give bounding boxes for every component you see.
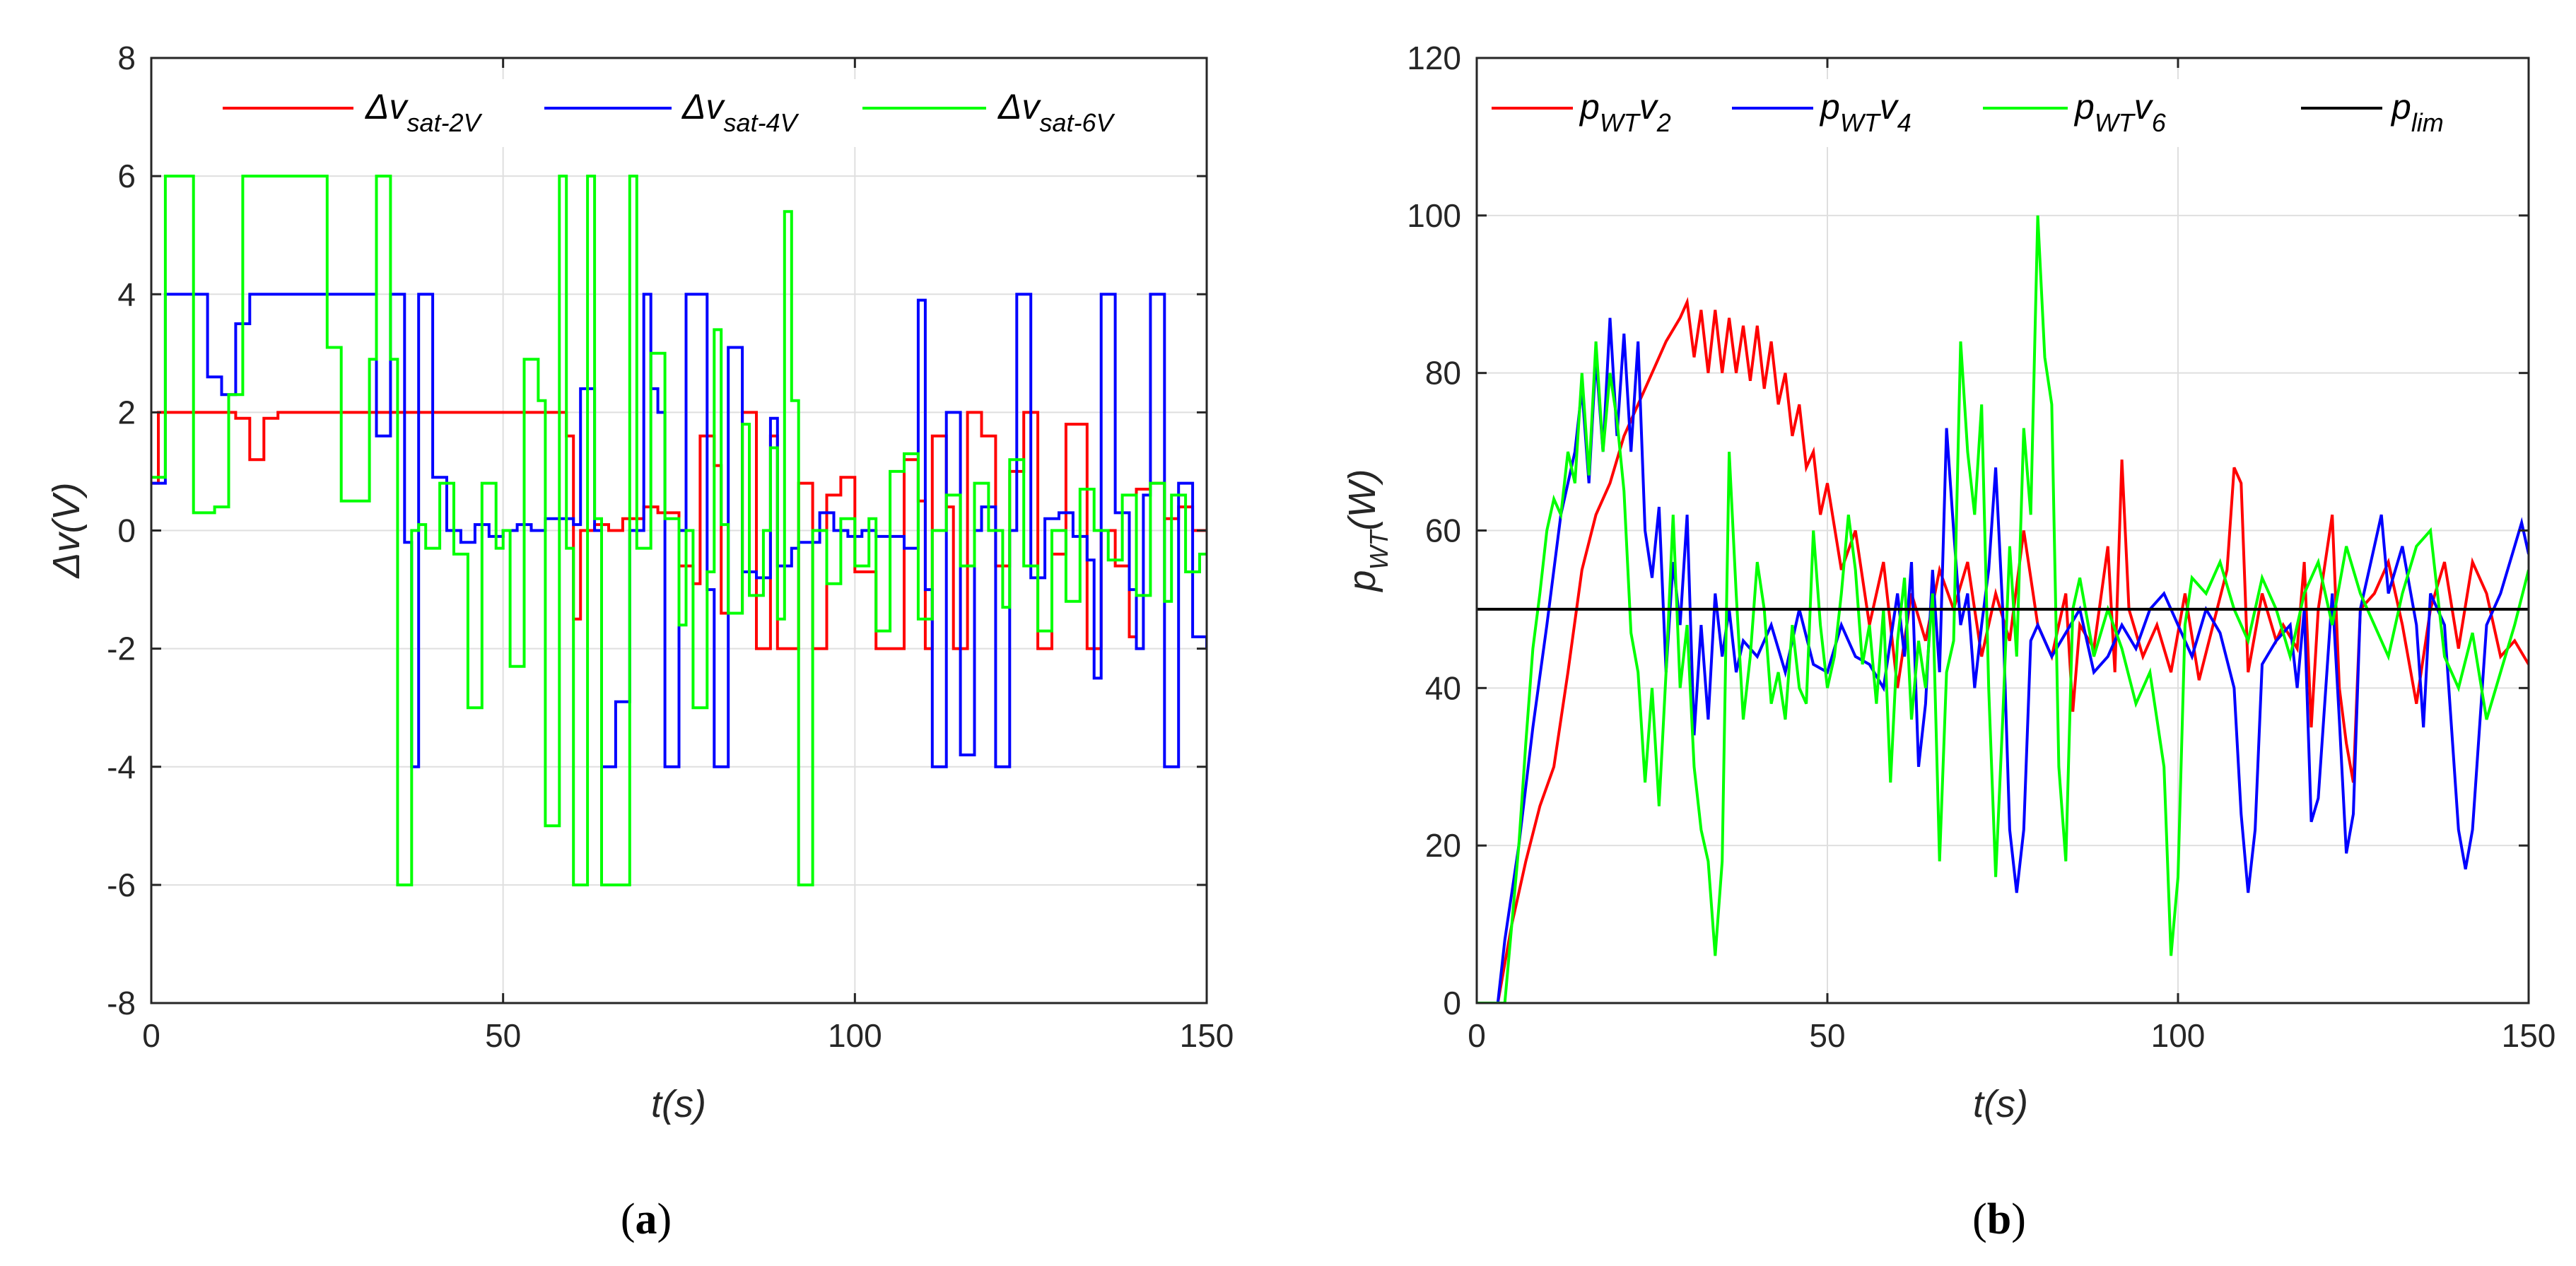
x-tick-label-a-2: 100 bbox=[828, 1017, 882, 1054]
y-tick-label-a-5: 2 bbox=[117, 394, 136, 430]
x-tick-label-b-3: 150 bbox=[2502, 1017, 2556, 1054]
series-line-b-1 bbox=[1477, 317, 2529, 1003]
legend-label-sat-2v: Δvsat-2V bbox=[365, 87, 483, 137]
x-axis-label-b: t(s) bbox=[1973, 1083, 2028, 1125]
legend-label-sat-6v: Δvsat-6V bbox=[997, 87, 1116, 137]
x-tick-label-b-2: 100 bbox=[2151, 1017, 2206, 1054]
y-tick-label-a-4: 0 bbox=[117, 512, 136, 549]
x-tick-label-a-1: 50 bbox=[485, 1017, 521, 1054]
y-tick-label-a-6: 4 bbox=[117, 276, 136, 312]
x-axis-label-a: t(s) bbox=[651, 1083, 706, 1125]
x-tick-label-b-0: 0 bbox=[1468, 1017, 1486, 1054]
legend-a: Δvsat-2V Δvsat-4V Δvsat-6V bbox=[212, 79, 1202, 147]
x-tick-label-a-0: 0 bbox=[142, 1017, 160, 1054]
y-axis-label-a: Δv(V) bbox=[45, 482, 88, 579]
y-tick-label-b-0: 0 bbox=[1443, 985, 1461, 1021]
legend-b: pWTv2 pWTv4 pWTv6 plim bbox=[1485, 79, 2524, 147]
x-tick-label-b-1: 50 bbox=[1809, 1017, 1845, 1054]
series-line-a-1 bbox=[151, 293, 1207, 768]
y-tick-label-b-3: 60 bbox=[1425, 512, 1461, 549]
y-tick-label-a-2: -4 bbox=[107, 749, 136, 785]
y-tick-label-a-7: 6 bbox=[117, 158, 136, 194]
y-tick-label-a-1: -6 bbox=[107, 867, 136, 903]
y-tick-label-b-2: 40 bbox=[1425, 669, 1461, 706]
ticks-a: 0 50 100 150 -8 -6 -4 -2 0 2 4 6 8 bbox=[107, 40, 1234, 1054]
y-tick-label-a-0: -8 bbox=[107, 985, 136, 1021]
y-tick-label-b-1: 20 bbox=[1425, 827, 1461, 864]
legend-label-plim: plim bbox=[2390, 87, 2444, 137]
y-tick-label-b-5: 100 bbox=[1407, 197, 1461, 234]
series-group-b bbox=[1477, 215, 2529, 1003]
legend-label-pwt-v6: pWTv6 bbox=[2073, 87, 2167, 137]
x-tick-label-a-3: 150 bbox=[1180, 1017, 1234, 1054]
legend-box-b bbox=[1485, 79, 2524, 147]
legend-label-sat-4v: Δvsat-4V bbox=[681, 87, 800, 137]
ticks-b: 0 50 100 150 0 20 40 60 80 100 120 bbox=[1407, 40, 2555, 1054]
y-axis-label-b: pWT(W) bbox=[1341, 469, 1393, 593]
y-tick-label-b-6: 120 bbox=[1407, 40, 1461, 76]
legend-label-pwt-v4: pWTv4 bbox=[1819, 87, 1911, 137]
series-group-a bbox=[151, 175, 1207, 886]
caption-b: (b) bbox=[1972, 1195, 2026, 1243]
legend-label-pwt-v2: pWTv2 bbox=[1579, 87, 1671, 137]
y-tick-label-b-4: 80 bbox=[1425, 355, 1461, 392]
chart-panel-b: 0 50 100 150 0 20 40 60 80 100 120 pWTv2 pWTv4 pWT… bbox=[1341, 40, 2555, 1243]
chart-panel-a: 0 50 100 150 -8 -6 -4 -2 0 2 4 6 8 Δvsat-2V Δvsat-4V… bbox=[45, 40, 1234, 1243]
series-line-a-2 bbox=[151, 175, 1207, 886]
y-tick-label-a-8: 8 bbox=[117, 40, 136, 76]
y-tick-label-a-3: -2 bbox=[107, 631, 136, 667]
caption-a: (a) bbox=[621, 1195, 672, 1243]
legend-box-a bbox=[212, 79, 1202, 147]
